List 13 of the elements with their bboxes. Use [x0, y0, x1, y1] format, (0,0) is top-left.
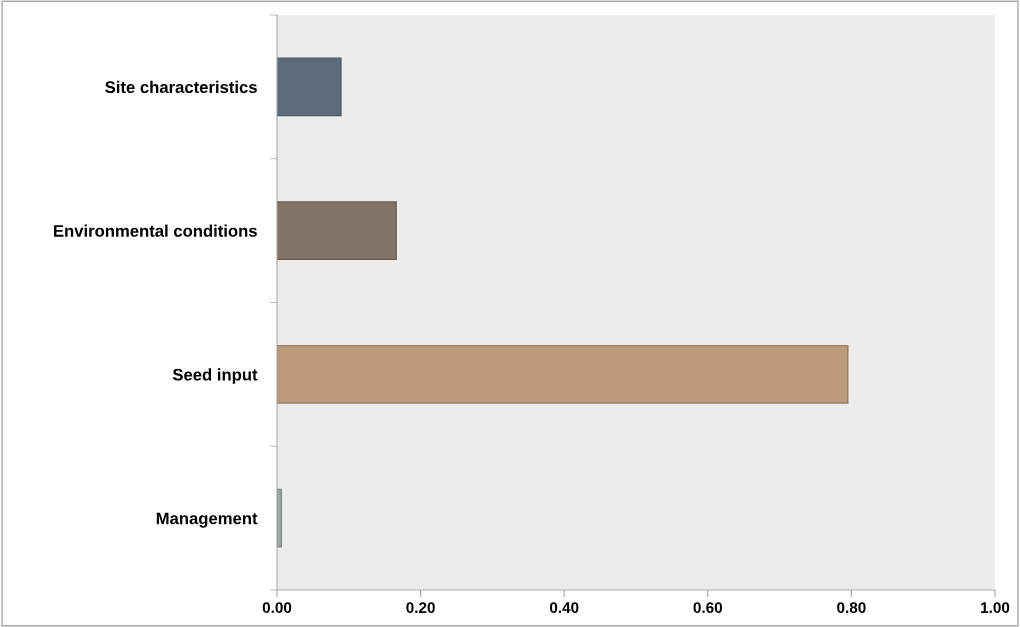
x-tick-label: 0.40 [549, 602, 579, 614]
bar [277, 201, 397, 261]
x-tick-label: 0.80 [837, 602, 866, 614]
bar [277, 57, 342, 117]
x-tick-label: 0.20 [406, 602, 435, 614]
y-tick-label: Management [156, 512, 258, 528]
x-tick-label: 0.60 [693, 602, 723, 614]
y-tick-label: Site characteristics [105, 80, 257, 94]
x-tick-label: 0.00 [262, 602, 292, 614]
x-tick-label: 1.00 [981, 602, 1010, 614]
bar [277, 344, 849, 404]
y-tick-label: Seed input [172, 368, 258, 384]
y-tick-label: Environmental conditions [54, 224, 257, 237]
